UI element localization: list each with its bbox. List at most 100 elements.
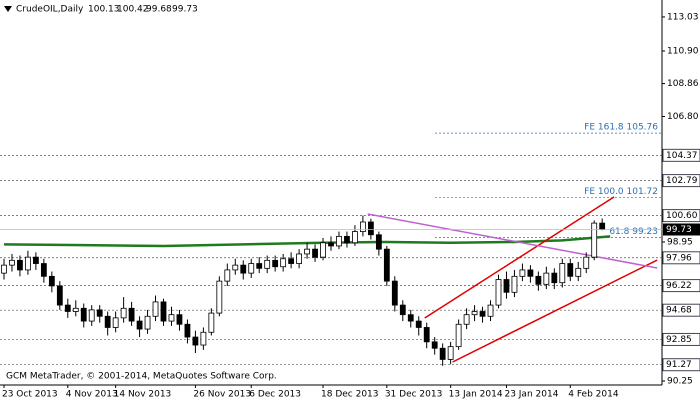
candle-body [559, 263, 566, 284]
y-tick-label: 106.80 [667, 112, 699, 122]
candle-body [367, 221, 374, 236]
level-label: 94.68 [666, 306, 692, 316]
candle-body [328, 242, 334, 247]
current-price-label: 99.73 [666, 225, 692, 235]
candle-body [519, 269, 526, 277]
candle-body [304, 248, 310, 255]
copyright: GCM MetaTrader, © 2001-2014, MetaQuotes … [6, 372, 277, 382]
x-tick-label: 6 Dec 2013 [249, 390, 301, 400]
fib-label: FE 161.8 105.76 [584, 123, 658, 133]
candle-body [360, 221, 366, 232]
header-close: 99.73 [172, 5, 198, 15]
trendline [452, 259, 658, 363]
candle-body [232, 264, 239, 271]
candle-body [288, 258, 295, 264]
y-tick-label: 113.03 [667, 12, 699, 22]
candle-body [264, 259, 271, 269]
level-label: 91.27 [666, 360, 692, 370]
trendline [424, 196, 615, 319]
candle-body [407, 314, 414, 322]
candle-body [471, 311, 478, 316]
x-tick-label: 18 Dec 2013 [321, 390, 379, 400]
candle-body [104, 315, 111, 328]
candle-body [128, 307, 135, 322]
candle-body [136, 320, 143, 330]
candle-body [535, 275, 542, 285]
candle-body [575, 267, 582, 277]
x-tick-label: 4 Nov 2013 [66, 390, 118, 400]
candle-body [144, 315, 151, 330]
candle-body [495, 279, 502, 306]
candle-body [391, 280, 398, 306]
header-low: 99.68 [146, 5, 172, 15]
level-box [662, 332, 700, 346]
candle-body [527, 269, 534, 277]
x-tick-label: 23 Jan 2014 [504, 390, 558, 400]
candle-body [48, 275, 55, 287]
level-label: 104.37 [666, 151, 698, 161]
candle-body [583, 256, 590, 269]
candle-body [336, 235, 342, 247]
level-box [662, 251, 700, 265]
trendline [367, 213, 658, 269]
x-tick-label: 14 Nov 2013 [114, 390, 172, 400]
x-tick-label: 4 Feb 2014 [568, 390, 619, 400]
candle-body [352, 231, 358, 244]
candle-body [439, 347, 446, 360]
candle-body [567, 263, 574, 277]
candle-body [503, 279, 510, 293]
candle-body [296, 253, 302, 264]
candle-body [88, 309, 95, 322]
candle-body [160, 301, 167, 322]
candle-body [9, 259, 15, 266]
level-box [662, 358, 700, 372]
candle-body [551, 272, 558, 284]
candle-body [431, 341, 438, 349]
candle-body [72, 307, 79, 312]
current-price-box [663, 223, 700, 236]
candle-body [487, 304, 494, 317]
candle-body [511, 275, 518, 293]
candle-body [280, 258, 287, 268]
x-tick-label: 26 Nov 2013 [193, 390, 251, 400]
level-label: 92.85 [666, 335, 692, 345]
level-box [662, 279, 700, 293]
y-tick-label: 108.86 [667, 79, 699, 89]
candle-body [176, 314, 183, 325]
candle-body [184, 323, 191, 338]
level-label: 97.96 [666, 253, 692, 263]
candle-body [312, 248, 318, 258]
candle-body [208, 312, 215, 333]
candle-body [399, 304, 406, 316]
candle-body [455, 323, 462, 348]
candle-body [1, 264, 7, 274]
candle-body [96, 309, 103, 317]
candle-body [17, 259, 23, 271]
candle-body [599, 222, 606, 230]
y-tick-label: 90.25 [667, 377, 693, 387]
candle-body [240, 264, 247, 274]
candle-body [591, 222, 598, 258]
candle-body [192, 336, 199, 346]
candle-body [56, 285, 63, 306]
level-box [662, 209, 700, 223]
level-label: 100.60 [666, 211, 698, 221]
candle-body [40, 263, 47, 277]
candle-body [200, 331, 207, 346]
symbol-label: CrudeOIL,Daily [16, 5, 84, 15]
level-label: 102.79 [666, 176, 698, 186]
candle-body [80, 307, 87, 322]
candle-body [479, 311, 486, 317]
menu-triangle [4, 6, 12, 12]
candle-body [463, 314, 470, 325]
candle-body [272, 259, 279, 268]
candle-body [224, 269, 231, 282]
candle-body [32, 256, 39, 264]
level-label: 96.22 [666, 281, 692, 291]
candle-body [216, 280, 223, 314]
x-tick-label: 23 Oct 2013 [2, 390, 58, 400]
fib-label: FE 100.0 101.72 [584, 187, 658, 197]
candle-body [447, 346, 454, 360]
